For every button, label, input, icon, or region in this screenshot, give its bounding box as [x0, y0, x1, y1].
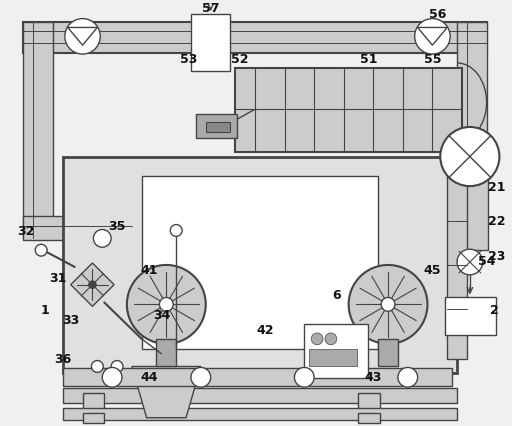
Circle shape [349, 265, 428, 344]
Bar [191, 14, 230, 72]
Bar [304, 324, 368, 378]
Text: 41: 41 [141, 264, 158, 277]
Polygon shape [418, 29, 447, 46]
Bar [63, 157, 457, 374]
Bar [82, 393, 104, 421]
Circle shape [294, 368, 314, 387]
Polygon shape [132, 367, 201, 418]
Text: 32: 32 [17, 225, 34, 237]
Bar [63, 388, 457, 403]
Text: 21: 21 [488, 180, 505, 193]
Bar [445, 298, 497, 335]
Text: 43: 43 [365, 370, 382, 383]
Bar [82, 413, 104, 423]
Text: 51: 51 [359, 52, 377, 65]
Text: 55: 55 [423, 52, 441, 65]
Text: 1: 1 [41, 303, 50, 316]
Text: 31: 31 [49, 272, 67, 285]
Bar [447, 177, 467, 359]
Circle shape [159, 298, 173, 311]
Circle shape [92, 361, 103, 372]
Text: 33: 33 [62, 313, 79, 326]
Bar [358, 413, 380, 423]
Text: 22: 22 [488, 215, 505, 227]
Polygon shape [71, 263, 114, 307]
Circle shape [311, 333, 323, 345]
Circle shape [35, 245, 47, 256]
Bar [206, 123, 230, 132]
Bar [309, 349, 356, 367]
Circle shape [457, 250, 483, 275]
Circle shape [65, 20, 100, 55]
Bar [196, 115, 237, 138]
Circle shape [440, 128, 499, 187]
Bar [63, 408, 457, 420]
Text: 52: 52 [231, 52, 249, 65]
Text: 42: 42 [256, 323, 273, 336]
Circle shape [102, 368, 122, 387]
Bar [63, 368, 452, 386]
Circle shape [191, 368, 210, 387]
Text: 57: 57 [202, 2, 220, 15]
Circle shape [127, 265, 206, 344]
Polygon shape [68, 29, 97, 46]
Text: 56: 56 [429, 8, 446, 21]
Bar [358, 393, 380, 421]
Text: 44: 44 [141, 370, 158, 383]
Text: 45: 45 [423, 264, 441, 277]
Text: 34: 34 [153, 308, 170, 321]
Circle shape [398, 368, 418, 387]
Circle shape [325, 333, 337, 345]
Text: 6: 6 [332, 288, 341, 301]
Bar [236, 69, 462, 152]
Bar [142, 177, 378, 349]
Text: 2: 2 [490, 303, 499, 316]
Text: 35: 35 [109, 219, 126, 233]
Text: 36: 36 [54, 352, 72, 365]
Bar [452, 152, 487, 250]
Bar [24, 23, 486, 54]
Circle shape [89, 281, 96, 289]
Text: 54: 54 [478, 254, 495, 267]
Bar [378, 339, 398, 367]
Circle shape [170, 225, 182, 237]
Circle shape [415, 20, 450, 55]
Bar [457, 23, 486, 190]
Bar [24, 216, 132, 241]
Bar [157, 339, 176, 367]
Circle shape [93, 230, 111, 248]
Bar [24, 23, 53, 239]
Text: 23: 23 [488, 249, 505, 262]
Text: 53: 53 [180, 52, 198, 65]
Circle shape [111, 361, 123, 372]
Circle shape [381, 298, 395, 311]
